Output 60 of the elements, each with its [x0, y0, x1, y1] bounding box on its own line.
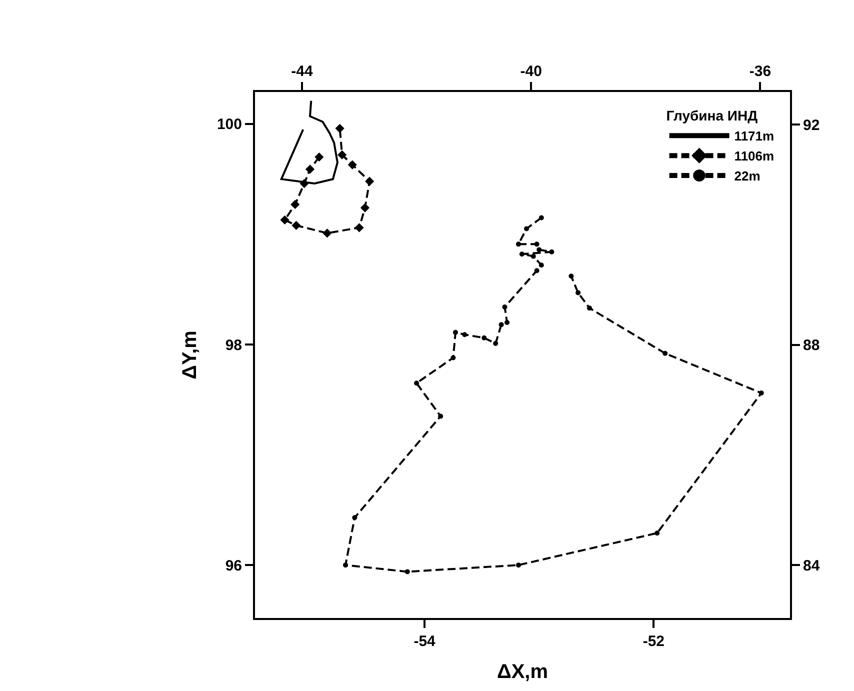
legend-label: 1171m: [734, 128, 774, 144]
point: [292, 220, 301, 230]
point: [534, 268, 540, 274]
point: [343, 562, 348, 568]
y-tick-label: 96: [225, 557, 242, 574]
legend-title: Глубина ИНД: [666, 108, 758, 124]
point: [576, 290, 581, 296]
point: [354, 223, 364, 232]
y2-tick-label: 92: [803, 116, 820, 134]
point: [549, 249, 554, 254]
y-tick-label: 98: [225, 336, 242, 354]
x2-tick-label: -36: [749, 63, 772, 80]
point: [305, 164, 315, 174]
point: [300, 178, 309, 188]
point: [534, 242, 540, 247]
point: [450, 355, 456, 360]
point: [314, 152, 324, 162]
point: [516, 562, 521, 568]
point: [352, 515, 358, 520]
y-axis-title: ΔY,m: [178, 330, 201, 380]
point: [338, 150, 347, 160]
point: [530, 254, 536, 259]
point: [502, 304, 508, 310]
point: [504, 320, 510, 325]
point: [498, 322, 504, 328]
legend-label: 22m: [734, 168, 760, 184]
x-tick-label: -52: [642, 633, 665, 650]
point: [348, 160, 357, 170]
point: [438, 414, 444, 419]
point: [360, 203, 370, 212]
point: [452, 330, 458, 335]
point: [365, 176, 374, 186]
point: [519, 252, 524, 257]
x2-tick-label: -44: [291, 63, 314, 80]
x2-tick-label: -40: [520, 63, 542, 80]
point: [587, 306, 592, 311]
point: [538, 215, 544, 220]
point: [538, 262, 544, 268]
point: [335, 124, 344, 133]
y-tick-label: 100: [216, 116, 242, 134]
point: [758, 390, 764, 396]
point: [414, 380, 420, 386]
point: [404, 569, 410, 574]
y2-tick-label: 88: [803, 337, 820, 354]
y2-tick-label: 84: [803, 557, 820, 574]
point: [662, 350, 668, 356]
point: [654, 530, 660, 536]
point: [516, 242, 521, 247]
point: [493, 340, 498, 346]
point: [482, 335, 487, 340]
point: [524, 226, 530, 232]
x-axis-title: ΔX,m: [496, 661, 548, 683]
point: [568, 274, 574, 279]
point: [536, 247, 542, 252]
point: [322, 228, 332, 238]
x-tick-label: -54: [414, 633, 436, 650]
point: [290, 200, 300, 210]
point: [280, 215, 290, 224]
point: [462, 332, 468, 338]
legend-label: 1106m: [734, 148, 774, 164]
